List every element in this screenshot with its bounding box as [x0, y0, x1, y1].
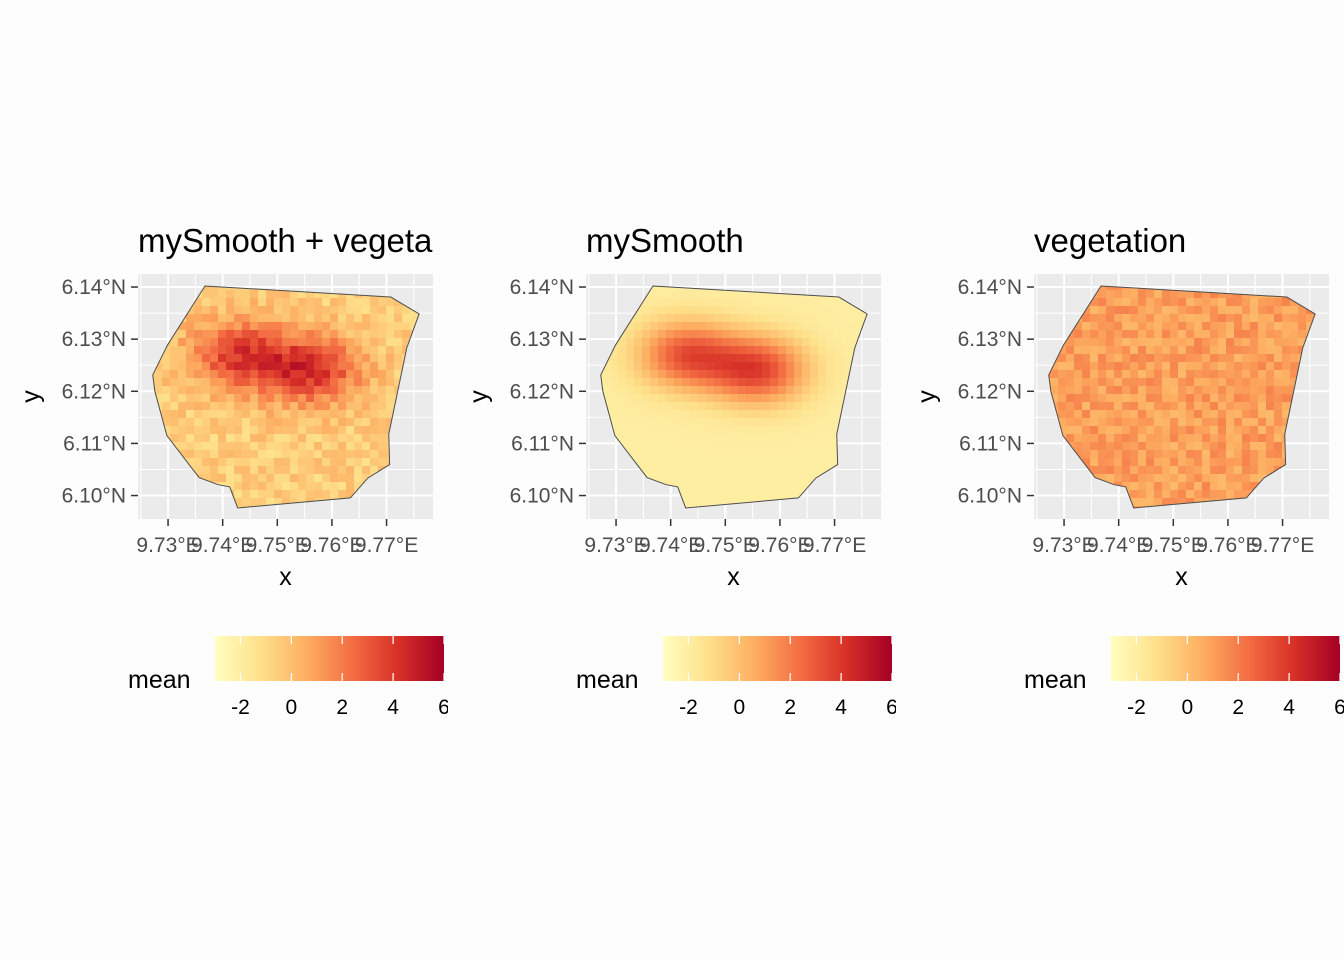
panel-title: mySmooth + vegeta — [138, 222, 433, 259]
fill-legend: -2 0 2 4 6 mean — [576, 636, 898, 719]
x-tick-label: 9.74°E — [639, 534, 702, 557]
legend-tick-label: 2 — [784, 696, 796, 719]
legend-tick-label: 6 — [886, 696, 898, 719]
x-tick-label: 9.77°E — [1251, 534, 1314, 557]
legend-tick-label: 2 — [336, 696, 348, 719]
region-outline — [152, 285, 420, 509]
facet-panel: 9.73°E9.74°E9.75°E9.76°E9.77°E 6.14°N 6.13… — [17, 222, 450, 719]
y-axis-title: y — [913, 390, 941, 403]
y-tick-label: 6.14°N — [62, 276, 126, 299]
x-tick-label: 9.76°E — [748, 534, 811, 557]
x-tick-label: 9.75°E — [694, 534, 757, 557]
y-tick-label: 6.11°N — [959, 432, 1022, 455]
y-tick-label: 6.10°N — [62, 485, 126, 508]
x-tick-label: 9.77°E — [355, 534, 418, 557]
legend-tick-label: 0 — [1181, 696, 1193, 719]
y-tick-label: 6.14°N — [958, 276, 1022, 299]
region-outline — [1048, 285, 1316, 509]
legend-tick-label: 0 — [285, 696, 297, 719]
legend-tick-label: 4 — [1283, 696, 1295, 719]
y-tick-label: 6.13°N — [62, 328, 126, 351]
panel-title: vegetation — [1034, 222, 1186, 259]
y-tick-label: 6.12°N — [958, 380, 1022, 403]
facet-panel: 9.73°E9.74°E9.75°E9.76°E9.77°E 6.14°N 6.13… — [465, 222, 898, 719]
x-axis-title: x — [279, 563, 292, 591]
x-tick-label: 9.74°E — [1087, 534, 1150, 557]
x-tick-label: 9.76°E — [1196, 534, 1259, 557]
y-tick-label: 6.13°N — [510, 328, 574, 351]
y-tick-label: 6.11°N — [511, 432, 574, 455]
legend-title: mean — [1024, 666, 1087, 694]
legend-tick-label: 0 — [733, 696, 745, 719]
x-tick-label: 9.74°E — [191, 534, 254, 557]
x-tick-label: 9.75°E — [246, 534, 309, 557]
legend-colorbar — [1111, 636, 1340, 681]
y-tick-label: 6.12°N — [510, 380, 574, 403]
legend-tick-label: 2 — [1232, 696, 1244, 719]
fill-legend: -2 0 2 4 6 mean — [128, 636, 450, 719]
y-tick-label: 6.14°N — [510, 276, 574, 299]
panel-title: mySmooth — [586, 222, 744, 259]
legend-title: mean — [128, 666, 191, 694]
x-axis-title: x — [1175, 563, 1188, 591]
region-outline — [600, 285, 868, 509]
x-tick-label: 9.77°E — [803, 534, 866, 557]
y-tick-label: 6.10°N — [958, 485, 1022, 508]
x-tick-label: 9.73°E — [136, 534, 199, 557]
legend-colorbar — [215, 636, 444, 681]
y-tick-label: 6.11°N — [63, 432, 126, 455]
y-axis-title: y — [17, 390, 45, 403]
legend-title: mean — [576, 666, 639, 694]
fill-legend: -2 0 2 4 6 mean — [1024, 636, 1344, 719]
legend-tick-label: 4 — [387, 696, 399, 719]
x-tick-label: 9.73°E — [584, 534, 647, 557]
x-axis-title: x — [727, 563, 740, 591]
x-tick-label: 9.76°E — [300, 534, 363, 557]
legend-tick-label: 6 — [1334, 696, 1344, 719]
y-axis-title: y — [465, 390, 493, 403]
facet-panel: 9.73°E9.74°E9.75°E9.76°E9.77°E 6.14°N 6.13… — [913, 222, 1344, 719]
x-tick-label: 9.75°E — [1142, 534, 1205, 557]
legend-tick-label: -2 — [231, 696, 250, 719]
y-tick-label: 6.12°N — [62, 380, 126, 403]
legend-tick-label: 6 — [438, 696, 450, 719]
y-tick-label: 6.10°N — [510, 485, 574, 508]
legend-tick-label: 4 — [835, 696, 847, 719]
y-tick-label: 6.13°N — [958, 328, 1022, 351]
legend-tick-label: -2 — [1127, 696, 1146, 719]
legend-colorbar — [663, 636, 892, 681]
x-tick-label: 9.73°E — [1032, 534, 1095, 557]
legend-tick-label: -2 — [679, 696, 698, 719]
